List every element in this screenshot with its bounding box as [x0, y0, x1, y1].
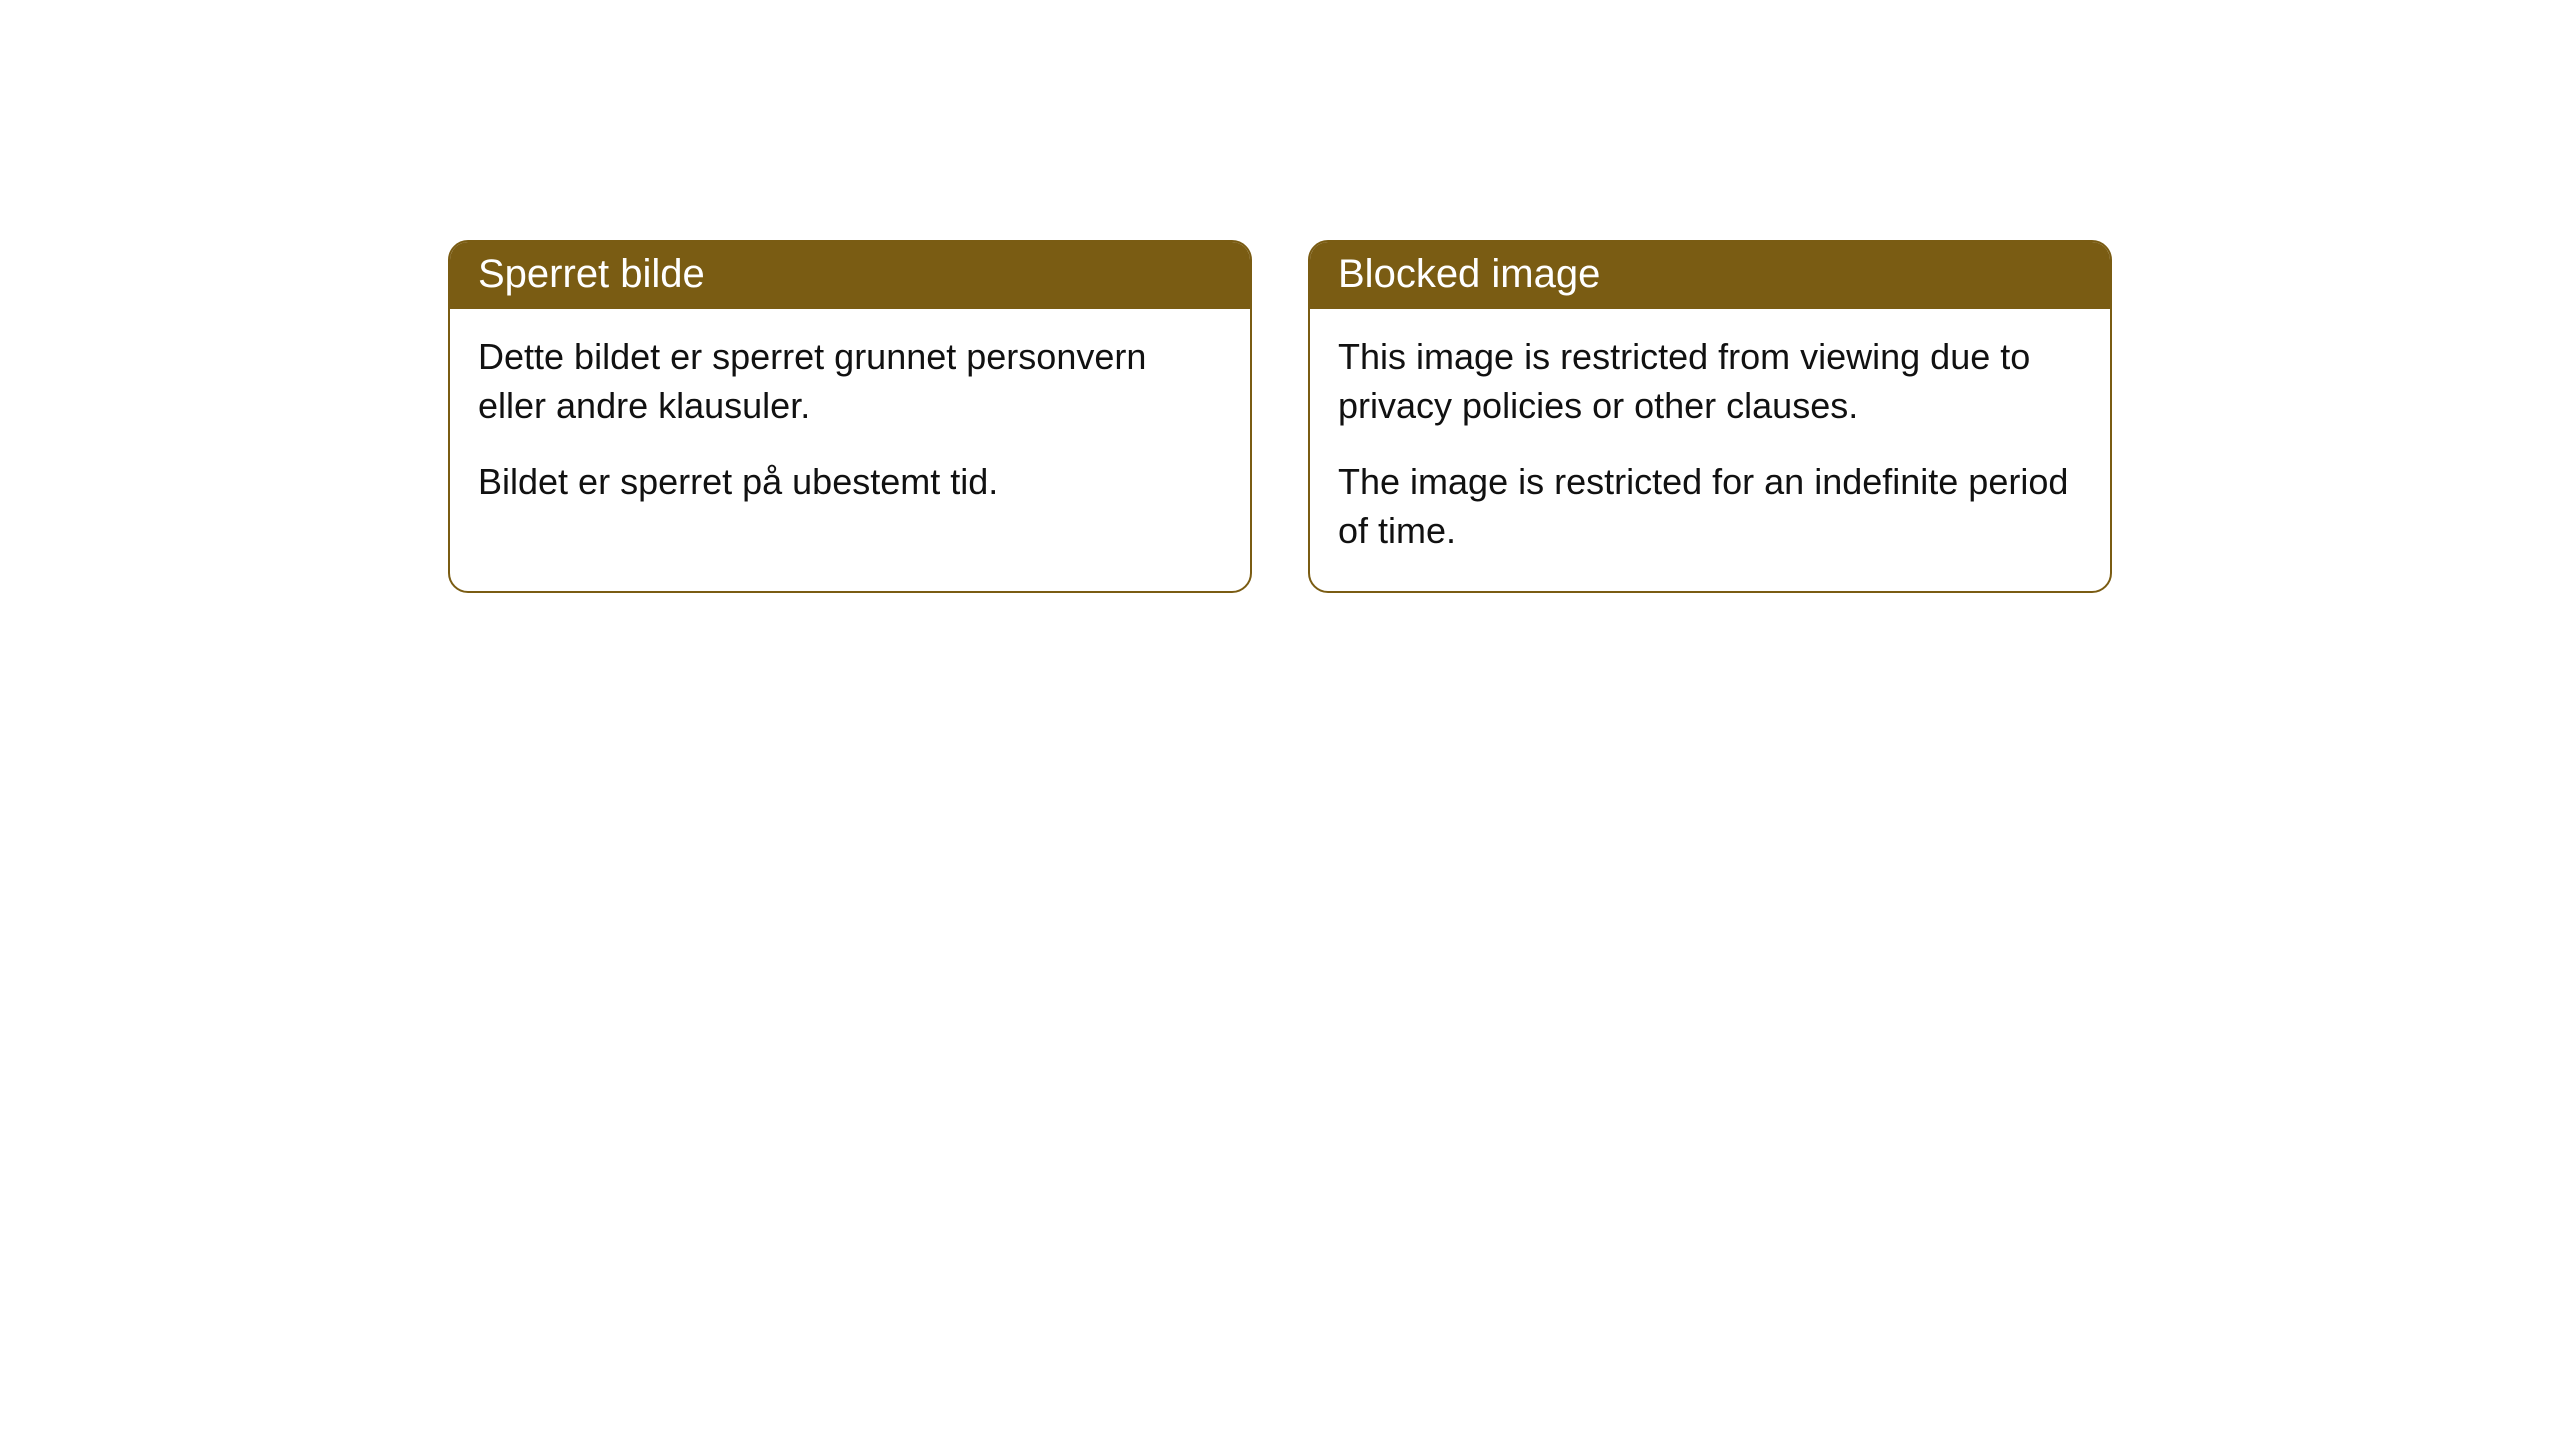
card-paragraph: Bildet er sperret på ubestemt tid.: [478, 458, 1222, 507]
card-body-norwegian: Dette bildet er sperret grunnet personve…: [450, 309, 1250, 543]
card-paragraph: The image is restricted for an indefinit…: [1338, 458, 2082, 555]
card-header-norwegian: Sperret bilde: [450, 242, 1250, 309]
card-paragraph: Dette bildet er sperret grunnet personve…: [478, 333, 1222, 430]
card-paragraph: This image is restricted from viewing du…: [1338, 333, 2082, 430]
card-norwegian: Sperret bilde Dette bildet er sperret gr…: [448, 240, 1252, 593]
card-body-english: This image is restricted from viewing du…: [1310, 309, 2110, 591]
card-header-english: Blocked image: [1310, 242, 2110, 309]
cards-container: Sperret bilde Dette bildet er sperret gr…: [448, 240, 2112, 593]
card-english: Blocked image This image is restricted f…: [1308, 240, 2112, 593]
